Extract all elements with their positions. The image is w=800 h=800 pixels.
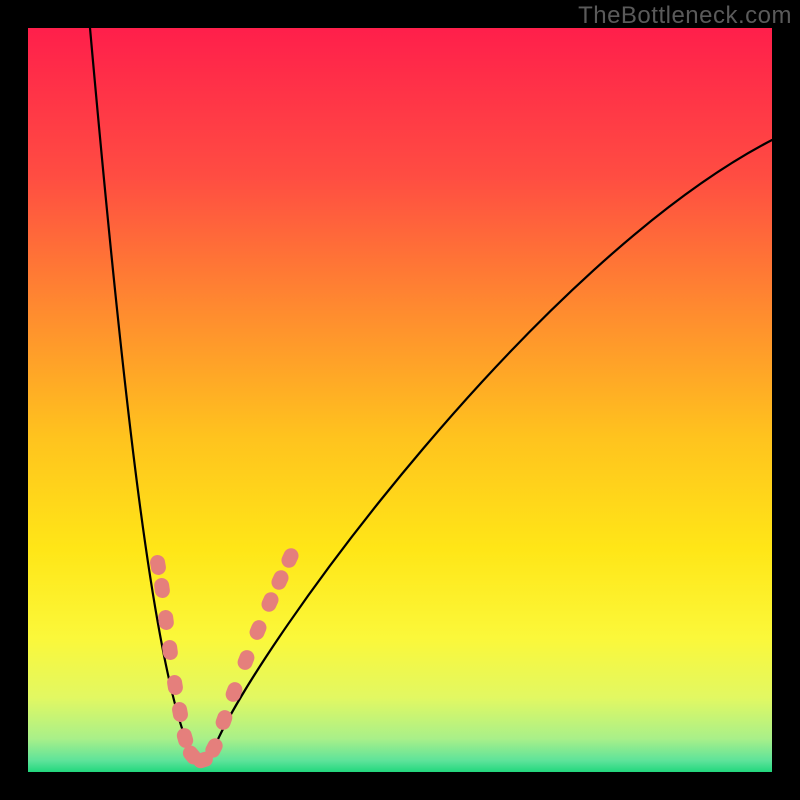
chart-svg (0, 0, 800, 800)
chart-root: TheBottleneck.com (0, 0, 800, 800)
plot-area-gradient (28, 28, 772, 772)
watermark-text: TheBottleneck.com (578, 2, 792, 30)
